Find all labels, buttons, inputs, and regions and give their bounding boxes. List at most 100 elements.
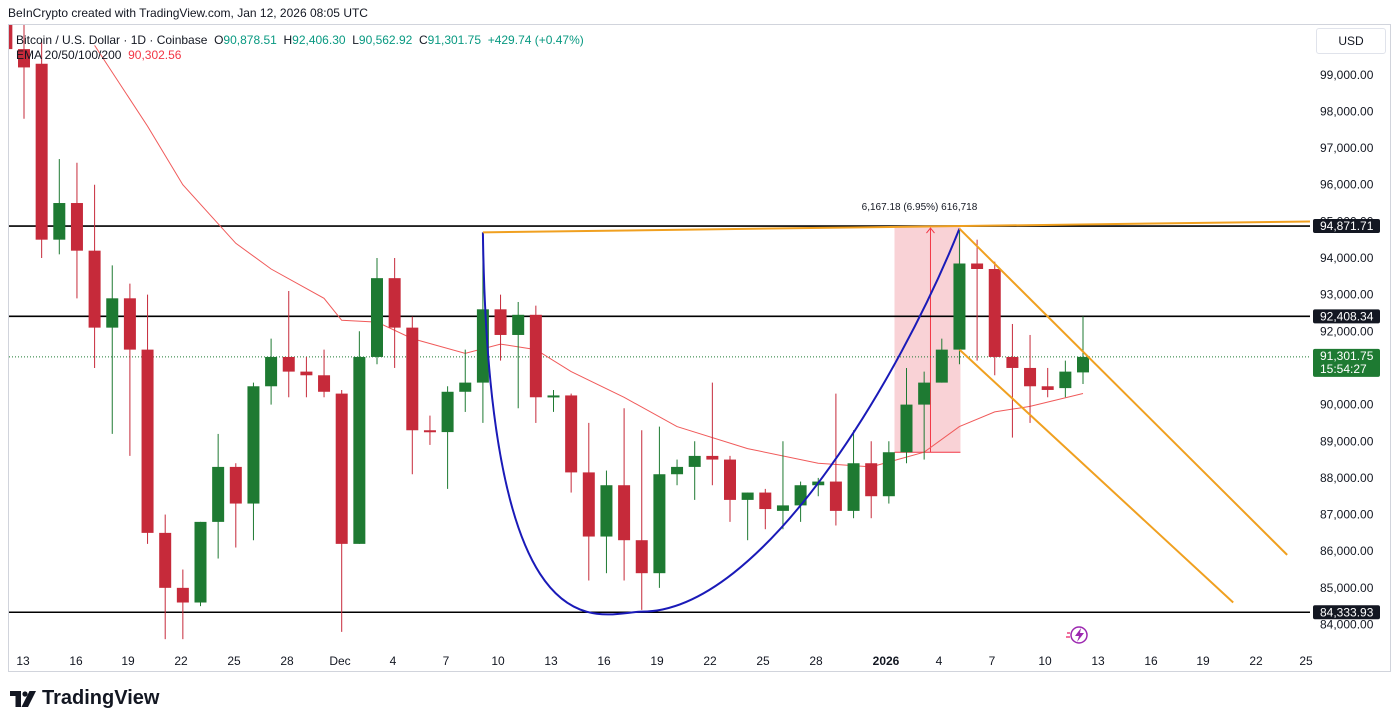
candle-body[interactable] bbox=[512, 314, 525, 335]
candle-body[interactable] bbox=[88, 250, 101, 328]
candle-body[interactable] bbox=[106, 298, 119, 328]
candle-body[interactable] bbox=[459, 382, 472, 392]
x-axis-tick-label: Dec bbox=[329, 654, 350, 668]
tradingview-brand: TradingView bbox=[42, 687, 160, 709]
candle-body[interactable] bbox=[829, 481, 842, 511]
candle-body[interactable] bbox=[847, 463, 860, 511]
candle-body[interactable] bbox=[618, 485, 631, 541]
candle-body[interactable] bbox=[141, 349, 154, 533]
candle-body[interactable] bbox=[600, 485, 613, 537]
price-badge[interactable] bbox=[1313, 348, 1380, 377]
candle-body[interactable] bbox=[529, 314, 542, 398]
x-axis-tick-label: 10 bbox=[491, 654, 505, 668]
candle-body[interactable] bbox=[0, 0, 13, 50]
candle-body[interactable] bbox=[971, 263, 984, 269]
y-axis-tick-label: 87,000.00 bbox=[1320, 508, 1374, 522]
x-axis-tick-label: 22 bbox=[703, 654, 717, 668]
candle-body[interactable] bbox=[388, 278, 401, 328]
price-badge[interactable] bbox=[1313, 605, 1380, 620]
price-badge[interactable] bbox=[1313, 309, 1380, 324]
candle-body[interactable] bbox=[547, 395, 560, 398]
candle-body[interactable] bbox=[582, 472, 595, 537]
candle-body[interactable] bbox=[282, 356, 295, 372]
x-axis-tick-label: 2026 bbox=[873, 654, 900, 668]
candle-body[interactable] bbox=[653, 474, 666, 574]
x-axis-tick-label: 19 bbox=[650, 654, 664, 668]
candle-body[interactable] bbox=[353, 356, 366, 544]
candle-body[interactable] bbox=[1059, 371, 1072, 389]
x-axis-tick-label: 10 bbox=[1038, 654, 1052, 668]
x-axis-tick-label: 19 bbox=[1196, 654, 1210, 668]
y-axis-tick-label: 84,000.00 bbox=[1320, 618, 1374, 632]
candle-body[interactable] bbox=[212, 466, 225, 522]
candle-body[interactable] bbox=[882, 452, 895, 497]
candle-body[interactable] bbox=[35, 63, 48, 240]
price-badge[interactable] bbox=[1313, 219, 1380, 234]
price-badge-countdown: 15:54:27 bbox=[1320, 362, 1367, 376]
x-axis-tick-label: 25 bbox=[227, 654, 241, 668]
candle-body[interactable] bbox=[265, 356, 278, 387]
candle-body[interactable] bbox=[494, 309, 507, 335]
candle-body[interactable] bbox=[441, 391, 454, 433]
replay-lightning-icon[interactable] bbox=[1066, 626, 1088, 644]
legend-open-label: O bbox=[214, 33, 224, 47]
legend-low-label: L bbox=[352, 33, 359, 47]
candle-body[interactable] bbox=[229, 466, 242, 504]
candle-body[interactable] bbox=[70, 203, 83, 251]
candle-body[interactable] bbox=[900, 404, 913, 453]
candle-body[interactable] bbox=[53, 203, 66, 240]
candle-body[interactable] bbox=[123, 298, 136, 350]
x-axis-tick-label: 25 bbox=[756, 654, 770, 668]
candle-body[interactable] bbox=[176, 587, 189, 603]
candle-body[interactable] bbox=[741, 492, 754, 500]
y-axis-tick-label: 85,000.00 bbox=[1320, 581, 1374, 595]
candle-body[interactable] bbox=[159, 532, 172, 588]
channel-upper-line[interactable] bbox=[958, 227, 1288, 556]
legend-high-label: H bbox=[283, 33, 293, 47]
y-axis-tick-label: 98,000.00 bbox=[1320, 104, 1374, 118]
y-axis-tick-label: 97,000.00 bbox=[1320, 141, 1374, 155]
legend-open-value: 90,878.51 bbox=[223, 33, 277, 47]
cup-curve[interactable] bbox=[481, 228, 961, 616]
channel-lower-line[interactable] bbox=[958, 348, 1234, 604]
candle-body[interactable] bbox=[247, 386, 260, 504]
candle-body[interactable] bbox=[935, 349, 948, 383]
candle-body[interactable] bbox=[988, 268, 1001, 357]
candle-body[interactable] bbox=[706, 455, 719, 460]
tradingview-logo[interactable]: TradingView bbox=[10, 687, 159, 710]
candle-body[interactable] bbox=[565, 395, 578, 473]
candle-body[interactable] bbox=[423, 430, 436, 433]
candle-body[interactable] bbox=[318, 375, 331, 392]
rim-line[interactable] bbox=[482, 220, 1317, 234]
candle-body[interactable] bbox=[300, 371, 313, 376]
candle-body[interactable] bbox=[688, 455, 701, 467]
candle-body[interactable] bbox=[371, 278, 383, 357]
candle-body[interactable] bbox=[1024, 367, 1037, 387]
candle-body[interactable] bbox=[635, 540, 648, 574]
candle-body[interactable] bbox=[724, 459, 736, 500]
candle-body[interactable] bbox=[671, 466, 684, 475]
candle-body[interactable] bbox=[406, 327, 419, 431]
candle-body[interactable] bbox=[18, 49, 30, 68]
legend-high-value: 92,406.30 bbox=[292, 33, 346, 47]
candle-body[interactable] bbox=[335, 393, 348, 544]
y-axis-tick-label: 86,000.00 bbox=[1320, 544, 1374, 558]
candle-body[interactable] bbox=[759, 492, 772, 510]
legend-ema-label[interactable]: EMA 20/50/100/200 bbox=[16, 48, 122, 62]
candle-body[interactable] bbox=[1077, 356, 1089, 373]
candle-body[interactable] bbox=[776, 505, 789, 511]
candle-body[interactable] bbox=[194, 521, 207, 603]
currency-button[interactable]: USD bbox=[1316, 28, 1386, 54]
candle-body[interactable] bbox=[1041, 386, 1054, 390]
candle-body[interactable] bbox=[953, 263, 966, 350]
chart-frame bbox=[8, 24, 1391, 672]
y-axis-tick-label: 89,000.00 bbox=[1320, 434, 1374, 448]
candle-body[interactable] bbox=[794, 485, 807, 506]
legend-symbol[interactable]: Bitcoin / U.S. Dollar · 1D · Coinbase bbox=[16, 33, 208, 47]
candle-body[interactable] bbox=[918, 382, 931, 405]
x-axis-tick-label: 22 bbox=[1249, 654, 1263, 668]
candle-body[interactable] bbox=[865, 463, 878, 497]
y-axis-tick-label: 99,000.00 bbox=[1320, 68, 1374, 82]
candle-body[interactable] bbox=[1006, 356, 1019, 368]
